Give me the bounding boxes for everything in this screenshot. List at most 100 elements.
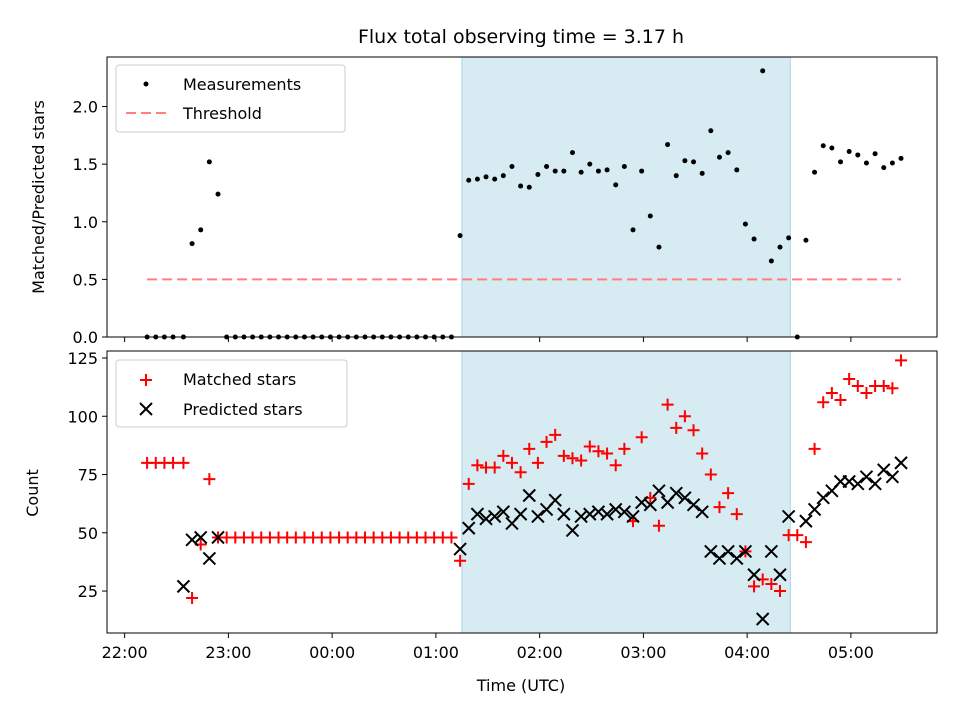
measurement-point: [552, 168, 558, 174]
matched-star-point: [488, 461, 501, 474]
matched-star-point: [748, 580, 761, 593]
predicted-star-point: [652, 484, 666, 498]
measurement-point: [751, 236, 757, 242]
measurement-point: [699, 170, 705, 176]
measurement-point: [820, 143, 826, 149]
x-tick-label: 02:00: [517, 643, 563, 662]
measurement-point: [872, 151, 878, 157]
x-tick-label: 01:00: [413, 643, 459, 662]
top-y-axis-label: Matched/Predicted stars: [29, 100, 48, 294]
measurement-point: [604, 167, 610, 173]
predicted-star-point: [738, 544, 753, 559]
measurement-point: [578, 169, 584, 175]
measurement-point: [734, 167, 740, 173]
predicted-star-point: [470, 507, 485, 521]
measurement-point: [466, 177, 472, 183]
predicted-star-point: [773, 568, 787, 582]
predicted-star-point: [522, 488, 536, 503]
predicted-star-point: [686, 498, 701, 512]
top-legend-box: [115, 64, 346, 133]
matched-stars-points: [141, 354, 908, 605]
predicted-star-point: [781, 509, 796, 524]
matched-star-point: [471, 459, 484, 472]
predicted-star-point: [755, 612, 770, 626]
top-y-tick-label: 1.0: [73, 213, 98, 232]
predicted-star-point: [574, 509, 588, 524]
matched-star-point: [765, 578, 778, 591]
bottom-legend: Matched stars Predicted stars: [115, 359, 348, 428]
predicted-stars-points: [176, 456, 908, 626]
matched-star-point: [791, 529, 804, 542]
measurement-point: [838, 159, 844, 165]
matched-star-point: [177, 456, 190, 469]
x-axis-label: Time (UTC): [476, 676, 565, 695]
predicted-star-point: [747, 568, 761, 582]
measurement-point: [742, 221, 748, 227]
predicted-star-point: [868, 477, 882, 491]
bottom-panel: 25 50 75 100 125 22:00 23:00 00:00 01:00 02:00 03…: [23, 349, 938, 695]
matched-star-point: [696, 447, 709, 460]
matched-star-point: [652, 519, 665, 532]
matched-star-point: [661, 398, 674, 411]
measurement-point: [483, 174, 489, 180]
predicted-star-point: [617, 505, 632, 519]
measurement-point: [569, 150, 575, 156]
matched-star-point: [618, 442, 631, 455]
predicted-star-point: [799, 514, 813, 528]
measurement-point: [613, 182, 619, 188]
predicted-star-point: [194, 530, 208, 545]
matched-star-point: [895, 354, 908, 367]
bottom-legend-box: [115, 359, 348, 428]
measurement-point: [535, 172, 541, 178]
predicted-star-point: [626, 509, 640, 524]
matched-star-point: [609, 459, 622, 472]
predicted-star-point: [176, 579, 191, 594]
predicted-star-point: [678, 491, 692, 505]
measurement-point: [898, 155, 904, 161]
matched-star-point: [497, 449, 510, 462]
predicted-star-point: [513, 507, 528, 521]
predicted-star-point: [496, 505, 511, 519]
predicted-star-point: [807, 502, 822, 517]
matched-star-point: [834, 393, 847, 406]
measurement-point: [647, 213, 653, 219]
matched-star-point: [203, 473, 216, 486]
measurement-point: [768, 258, 774, 264]
measurement-point: [716, 154, 722, 160]
matched-star-point: [592, 445, 605, 458]
predicted-star-point: [548, 493, 562, 507]
matched-star-point: [523, 442, 536, 455]
predicted-star-point: [643, 498, 658, 512]
measurement-point: [500, 173, 506, 179]
chart-title: Flux total observing time = 3.17 h: [358, 26, 684, 48]
measurement-point: [474, 176, 480, 182]
top-x-ticks: [124, 337, 852, 342]
predicted-star-point: [721, 544, 735, 559]
top-y-tick-label: 0.0: [73, 328, 98, 347]
x-tick-label: 05:00: [828, 643, 874, 662]
predicted-star-point: [609, 502, 623, 517]
measurement-point: [206, 159, 212, 165]
predicted-star-point: [842, 474, 856, 489]
predicted-star-point: [695, 505, 709, 519]
matched-star-point: [704, 468, 717, 481]
bottom-y-tick-label: 25: [78, 582, 98, 601]
matched-star-point: [445, 531, 458, 544]
x-tick-label: 23:00: [205, 643, 251, 662]
predicted-star-point: [816, 491, 830, 505]
measurement-point: [457, 233, 463, 239]
measurement-point: [691, 159, 697, 165]
matched-star-point: [454, 554, 467, 567]
matched-star-point: [860, 386, 873, 399]
matched-star-point: [583, 440, 596, 453]
predicted-star-point: [851, 477, 865, 491]
measurement-point: [777, 244, 783, 250]
measurement-point: [198, 227, 204, 233]
predicted-star-point: [211, 530, 225, 545]
measurement-point: [492, 176, 498, 182]
legend-matched-label: Matched stars: [183, 370, 296, 389]
matched-star-point: [601, 447, 614, 460]
measurement-point: [889, 160, 895, 166]
measurement-point: [518, 183, 524, 189]
